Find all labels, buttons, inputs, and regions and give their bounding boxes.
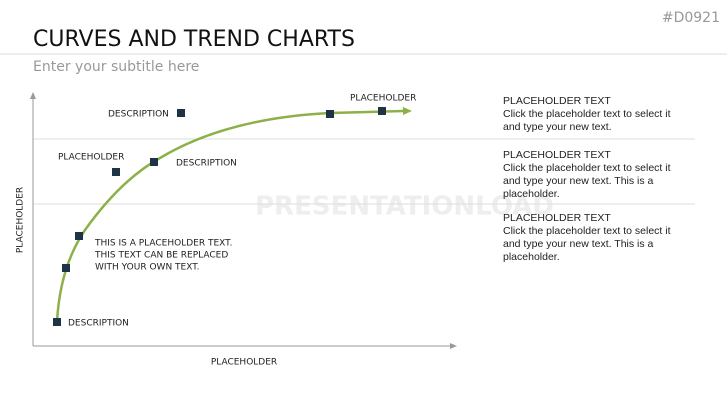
watermark: PRESENTATIONLOAD <box>255 192 554 222</box>
block-line: placeholder. <box>503 251 560 263</box>
block-line: Click the placeholder text to select it <box>503 108 671 120</box>
subtitle: Enter your subtitle here <box>33 59 199 75</box>
block-heading: PLACEHOLDER TEXT <box>503 95 611 107</box>
title: CURVES AND TREND CHARTS <box>33 27 355 52</box>
block-line: placeholder. <box>503 188 560 200</box>
marker <box>378 107 386 115</box>
block-heading: PLACEHOLDER TEXT <box>503 149 611 161</box>
note-line: THIS IS A PLACEHOLDER TEXT. <box>94 239 232 249</box>
marker <box>177 109 185 117</box>
point-label: PLACEHOLDER <box>58 153 124 163</box>
point-label: DESCRIPTION <box>176 159 237 169</box>
block-line: Click the placeholder text to select it <box>503 225 671 237</box>
y-axis-arrow <box>30 92 36 99</box>
block-line: Click the placeholder text to select it <box>503 162 671 174</box>
marker <box>62 264 70 272</box>
point-label: DESCRIPTION <box>68 319 129 329</box>
markers <box>53 107 386 326</box>
x-axis-label: PLACEHOLDER <box>211 358 277 368</box>
point-label: DESCRIPTION <box>108 110 169 120</box>
block-heading: PLACEHOLDER TEXT <box>503 212 611 224</box>
block-line: and type your new text. <box>503 121 612 133</box>
curve-arrow <box>403 107 412 115</box>
slide-code: #D0921 <box>662 10 720 26</box>
x-axis-arrow <box>450 343 457 349</box>
trend-curve <box>55 109 405 323</box>
note-line: WITH YOUR OWN TEXT. <box>95 263 200 273</box>
marker <box>150 158 158 166</box>
point-label: PLACEHOLDER <box>350 94 416 104</box>
marker <box>112 168 120 176</box>
marker <box>75 232 83 240</box>
block-line: and type your new text. This is a <box>503 175 654 187</box>
marker <box>326 110 334 118</box>
block-line: and type your new text. This is a <box>503 238 654 250</box>
marker <box>53 318 61 326</box>
y-axis-label: PLACEHOLDER <box>16 187 26 253</box>
note-line: THIS TEXT CAN BE REPLACED <box>94 251 228 261</box>
